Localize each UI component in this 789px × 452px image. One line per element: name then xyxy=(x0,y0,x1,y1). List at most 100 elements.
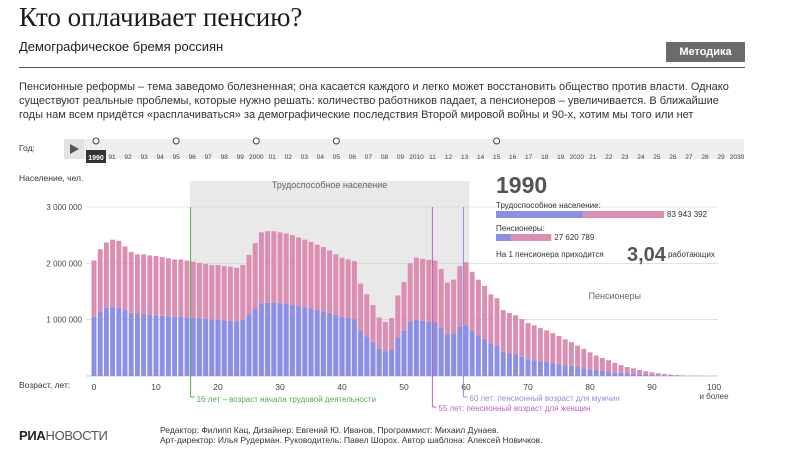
bar-men[interactable] xyxy=(513,354,519,376)
timeline-year[interactable]: 19 xyxy=(557,154,565,161)
bar-men[interactable] xyxy=(97,311,103,376)
bar-men[interactable] xyxy=(395,337,401,376)
methodology-button[interactable]: Методика xyxy=(666,42,745,62)
timeline-selected-badge[interactable] xyxy=(86,150,106,163)
bar-women[interactable] xyxy=(475,279,481,336)
timeline-year[interactable]: 02 xyxy=(285,154,293,161)
bar-men[interactable] xyxy=(550,363,556,376)
bar-men[interactable] xyxy=(178,316,184,376)
bar-men[interactable] xyxy=(215,319,221,376)
bar-women[interactable] xyxy=(680,375,686,376)
bar-women[interactable] xyxy=(271,231,277,303)
bar-men[interactable] xyxy=(91,316,97,376)
bar-men[interactable] xyxy=(302,307,308,376)
bar-men[interactable] xyxy=(407,321,413,376)
bar-women[interactable] xyxy=(246,254,252,315)
bar-men[interactable] xyxy=(420,320,426,376)
bar-women[interactable] xyxy=(451,279,457,334)
bar-men[interactable] xyxy=(637,374,643,376)
timeline-marker-dot[interactable] xyxy=(332,137,340,145)
bar-women[interactable] xyxy=(606,360,612,372)
bar-women[interactable] xyxy=(389,317,395,350)
bar-men[interactable] xyxy=(463,325,469,376)
bar-men[interactable] xyxy=(153,315,159,376)
bar-women[interactable] xyxy=(593,355,599,371)
bar-men[interactable] xyxy=(401,330,407,376)
bar-men[interactable] xyxy=(531,360,537,376)
bar-women[interactable] xyxy=(413,257,419,320)
bar-men[interactable] xyxy=(283,303,289,376)
bar-men[interactable] xyxy=(351,319,357,376)
bar-women[interactable] xyxy=(134,254,140,315)
bar-women[interactable] xyxy=(221,266,227,321)
timeline-year[interactable]: 27 xyxy=(685,154,693,161)
bar-men[interactable] xyxy=(103,307,109,376)
bar-women[interactable] xyxy=(215,265,221,320)
bar-men[interactable] xyxy=(196,318,202,376)
bar-women[interactable] xyxy=(395,295,401,338)
timeline-year[interactable]: 28 xyxy=(701,154,709,161)
bar-men[interactable] xyxy=(444,334,450,376)
bar-men[interactable] xyxy=(141,314,147,376)
bar-men[interactable] xyxy=(618,372,624,376)
timeline-marker-dot[interactable] xyxy=(493,137,501,145)
timeline-year[interactable]: 99 xyxy=(237,154,245,161)
timeline-year[interactable]: 2030 xyxy=(730,154,745,161)
timeline-year[interactable]: 08 xyxy=(381,154,389,161)
bar-women[interactable] xyxy=(661,373,667,376)
timeline-year[interactable]: 97 xyxy=(205,154,213,161)
timeline-year[interactable]: 12 xyxy=(445,154,453,161)
bar-women[interactable] xyxy=(277,232,283,304)
bar-men[interactable] xyxy=(593,370,599,376)
timeline-year[interactable]: 23 xyxy=(621,154,629,161)
timeline-year[interactable]: 96 xyxy=(189,154,197,161)
bar-women[interactable] xyxy=(159,257,165,316)
bar-women[interactable] xyxy=(519,319,525,357)
bar-men[interactable] xyxy=(221,320,227,376)
bar-men[interactable] xyxy=(339,316,345,376)
bar-men[interactable] xyxy=(122,310,128,376)
bar-men[interactable] xyxy=(116,307,122,376)
bar-women[interactable] xyxy=(643,371,649,375)
timeline-year[interactable]: 05 xyxy=(333,154,341,161)
bar-men[interactable] xyxy=(568,365,574,376)
bar-women[interactable] xyxy=(91,260,97,317)
bar-men[interactable] xyxy=(506,353,512,376)
bar-men[interactable] xyxy=(110,306,116,376)
timeline-year[interactable]: 93 xyxy=(140,154,148,161)
bar-women[interactable] xyxy=(147,255,153,315)
bar-women[interactable] xyxy=(469,271,475,331)
bar-women[interactable] xyxy=(265,231,271,303)
bar-women[interactable] xyxy=(289,235,295,306)
bar-women[interactable] xyxy=(444,282,450,335)
timeline-year[interactable]: 13 xyxy=(461,154,469,161)
bar-men[interactable] xyxy=(308,308,314,376)
bar-women[interactable] xyxy=(296,237,302,307)
bar-women[interactable] xyxy=(649,372,655,375)
timeline-year[interactable]: 07 xyxy=(365,154,373,161)
bar-women[interactable] xyxy=(178,259,184,317)
bar-men[interactable] xyxy=(246,314,252,376)
bar-women[interactable] xyxy=(618,365,624,373)
bar-women[interactable] xyxy=(668,374,674,376)
bar-men[interactable] xyxy=(296,306,302,376)
timeline-year[interactable]: 2010 xyxy=(409,154,424,161)
bar-women[interactable] xyxy=(227,266,233,321)
bar-women[interactable] xyxy=(482,285,488,339)
bar-women[interactable] xyxy=(141,254,147,315)
timeline-year[interactable]: 06 xyxy=(349,154,357,161)
bar-men[interactable] xyxy=(190,317,196,376)
bar-men[interactable] xyxy=(209,319,215,376)
bar-men[interactable] xyxy=(500,351,506,376)
bar-women[interactable] xyxy=(283,233,289,304)
bar-women[interactable] xyxy=(333,254,339,316)
bar-women[interactable] xyxy=(568,342,574,366)
bar-women[interactable] xyxy=(364,294,370,337)
bar-men[interactable] xyxy=(661,375,667,376)
bar-men[interactable] xyxy=(519,356,525,376)
bar-women[interactable] xyxy=(172,259,178,317)
bar-men[interactable] xyxy=(203,319,209,376)
bar-women[interactable] xyxy=(97,249,103,312)
bar-men[interactable] xyxy=(469,330,475,376)
bar-women[interactable] xyxy=(556,336,562,365)
